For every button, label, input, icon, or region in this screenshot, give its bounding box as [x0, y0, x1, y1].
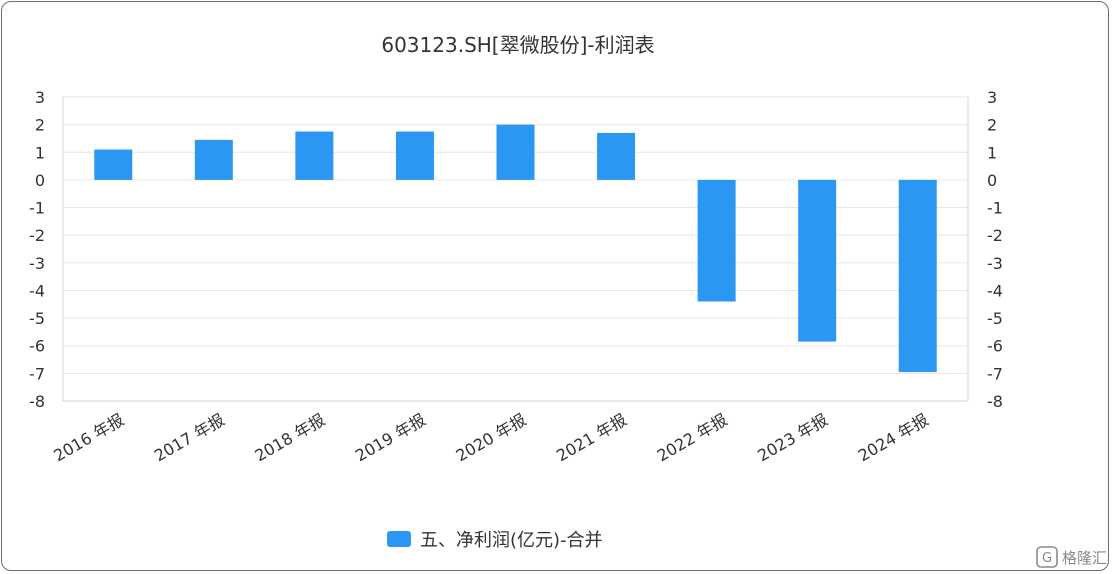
bar[interactable]: [395, 131, 434, 180]
y-tick-label-left: 1: [35, 143, 45, 162]
x-tick-label: 2021 年报: [553, 410, 630, 465]
bar[interactable]: [697, 179, 736, 302]
y-tick-label-right: 0: [987, 171, 997, 190]
y-tick-label-right: 2: [987, 116, 997, 135]
y-axis-right-ticks: 3 2 1 0 -1 -2 -3 -4 -5 -6 -7 -8: [987, 88, 1003, 411]
y-tick-label-left: -7: [29, 364, 45, 383]
y-tick-label-right: -1: [987, 199, 1003, 218]
legend-swatch[interactable]: [387, 531, 411, 547]
x-tick-label: 2020 年报: [453, 410, 530, 465]
chart-title: 603123.SH[翠微股份]-利润表: [381, 33, 654, 57]
y-tick-label-left: 3: [35, 88, 45, 107]
y-tick-label-left: -1: [29, 199, 45, 218]
legend-label[interactable]: 五、净利润(亿元)-合并: [420, 530, 603, 551]
y-tick-label-left: -6: [29, 337, 45, 356]
y-tick-label-left: -2: [29, 226, 45, 245]
legend[interactable]: 五、净利润(亿元)-合并: [387, 530, 603, 551]
x-tick-label: 2024 年报: [855, 410, 932, 465]
bars: [94, 124, 937, 372]
watermark-text: 格隆汇: [1062, 549, 1107, 567]
y-axis-left-ticks: 3 2 1 0 -1 -2 -3 -4 -5 -6 -7 -8: [29, 88, 45, 411]
axes: [62, 97, 969, 402]
y-tick-label-right: 1: [987, 143, 997, 162]
y-tick-label-right: -3: [987, 254, 1003, 273]
g-logo-icon: [1036, 546, 1058, 568]
x-axis-category-labels: 2016 年报 2017 年报 2018 年报 2019 年报 2020 年报 2021 …: [50, 410, 931, 465]
y-tick-label-left: -8: [29, 392, 45, 411]
y-tick-label-left: -4: [29, 281, 45, 300]
y-tick-label-left: 2: [35, 116, 45, 135]
bar[interactable]: [898, 179, 937, 372]
x-tick-label: 2019 年报: [352, 410, 429, 465]
x-tick-label: 2023 年报: [754, 410, 831, 465]
y-tick-label-left: -3: [29, 254, 45, 273]
y-tick-label-right: -5: [987, 309, 1003, 328]
x-tick-label: 2018 年报: [252, 410, 329, 465]
y-tick-label-right: -4: [987, 281, 1003, 300]
y-tick-label-right: -8: [987, 392, 1003, 411]
y-tick-label-right: 3: [987, 88, 997, 107]
bar[interactable]: [496, 124, 535, 180]
y-tick-label-left: 0: [35, 171, 45, 190]
y-tick-label-right: -7: [987, 364, 1003, 383]
bar[interactable]: [94, 149, 133, 180]
x-tick-label: 2016 年报: [50, 410, 127, 465]
y-tick-label-right: -2: [987, 226, 1003, 245]
y-tick-label-right: -6: [987, 337, 1003, 356]
watermark: G 格隆汇: [1036, 546, 1107, 568]
bar[interactable]: [597, 132, 636, 180]
x-tick-label: 2017 年报: [151, 410, 228, 465]
bar[interactable]: [798, 179, 837, 342]
x-tick-label: 2022 年报: [654, 410, 731, 465]
bar[interactable]: [194, 139, 233, 180]
y-tick-label-left: -5: [29, 309, 45, 328]
bar[interactable]: [295, 131, 334, 180]
g-logo-icon-glyph: G: [1042, 551, 1052, 566]
